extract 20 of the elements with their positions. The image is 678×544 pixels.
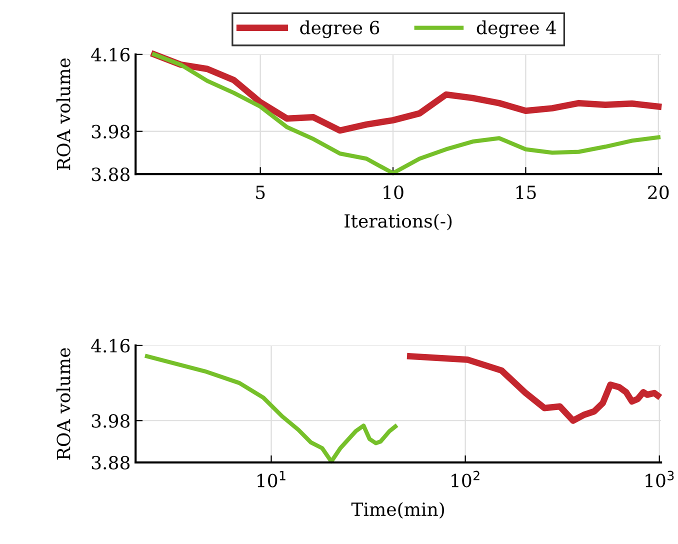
x-tick-label: 10$^{2}$ <box>452 470 480 488</box>
y-tick-label: 3.88 <box>92 456 130 470</box>
x-tick-label: 5 <box>256 186 265 200</box>
x-tick-label: 10 <box>384 186 404 200</box>
line-series <box>152 52 660 176</box>
x-tick-label: 10$^{3}$ <box>646 470 674 488</box>
x-tick-label: 20 <box>648 186 669 200</box>
y-tick-label: 3.88 <box>92 168 130 182</box>
x-axis-title: Time(min) <box>351 502 444 519</box>
y-tick-label: 4.16 <box>91 48 130 62</box>
y-tick-label: 3.98 <box>92 414 130 428</box>
legend-label: degree 4 <box>476 20 556 38</box>
legend-label: degree 6 <box>300 20 380 38</box>
y-tick-label: 4.16 <box>91 338 130 353</box>
y-axis-title: ROA volume <box>56 348 70 460</box>
y-axis-title: ROA volume <box>56 58 70 170</box>
x-axis-title: Iterations(-) <box>344 214 452 230</box>
x-tick-label: 15 <box>516 186 536 200</box>
x-tick-label: 10$^{1}$ <box>258 470 286 488</box>
y-tick-label: 3.98 <box>92 124 130 138</box>
